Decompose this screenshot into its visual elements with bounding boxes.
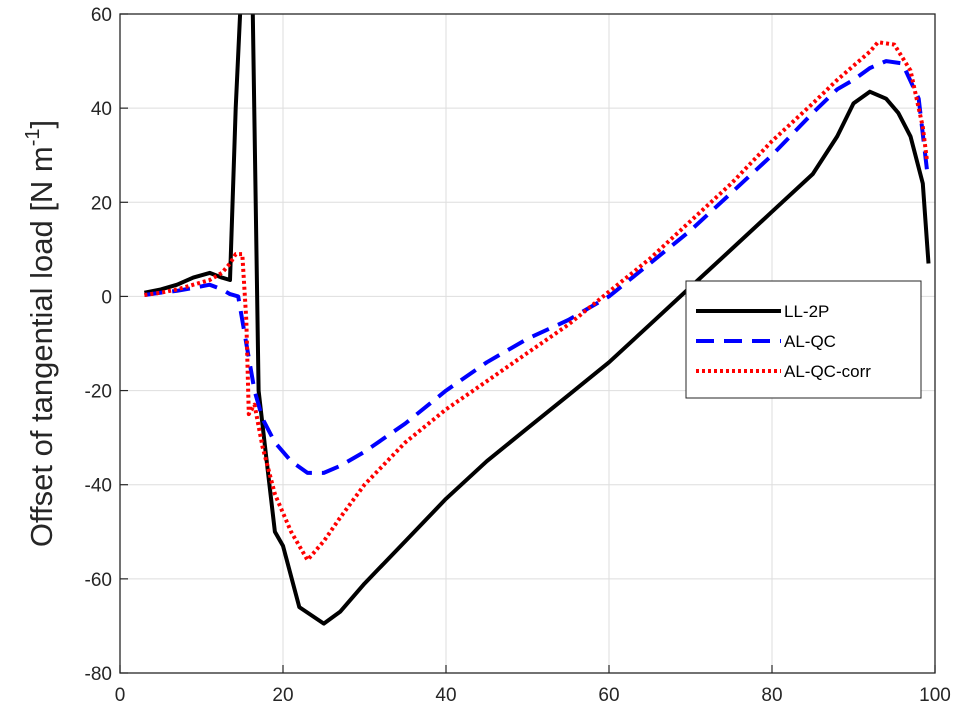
series-line-al-qc	[144, 59, 929, 475]
legend-label: AL-QC	[784, 332, 836, 351]
y-tick-label: -20	[85, 382, 112, 403]
series-group	[144, 14, 931, 626]
legend-label: LL-2P	[784, 302, 829, 321]
x-tick-label: 60	[598, 685, 619, 706]
legend-label: AL-QC-corr	[784, 362, 871, 381]
x-tick-label: 40	[435, 685, 456, 706]
ticks: 0 20 40 60 80 100 -80 -60 -40 -20 0 20 40 60	[85, 5, 951, 706]
y-axis-label-main: Offset of tangential load [N m	[24, 146, 59, 547]
y-axis-label-superscript: -1	[22, 128, 44, 146]
x-tick-label: 20	[272, 685, 293, 706]
y-tick-label: -60	[85, 570, 112, 591]
y-axis-label-suffix: ]	[24, 120, 59, 129]
y-tick-label: 40	[91, 99, 112, 120]
series-line-ll-2p	[144, 14, 931, 626]
x-tick-label: 0	[115, 685, 126, 706]
series-line-al-qc-corr	[144, 40, 929, 562]
x-tick-label: 80	[761, 685, 782, 706]
y-axis-label: Offset of tangential load [N m-1]	[22, 120, 59, 547]
y-tick-label: -80	[85, 664, 112, 685]
y-tick-label: -40	[85, 476, 112, 497]
y-tick-label: 60	[91, 5, 112, 26]
x-tick-label: 100	[919, 685, 951, 706]
axes-box	[119, 13, 936, 674]
y-tick-label: 20	[91, 193, 112, 214]
legend: LL-2P AL-QC AL-QC-corr	[685, 280, 922, 399]
y-tick-label: 0	[101, 287, 112, 308]
